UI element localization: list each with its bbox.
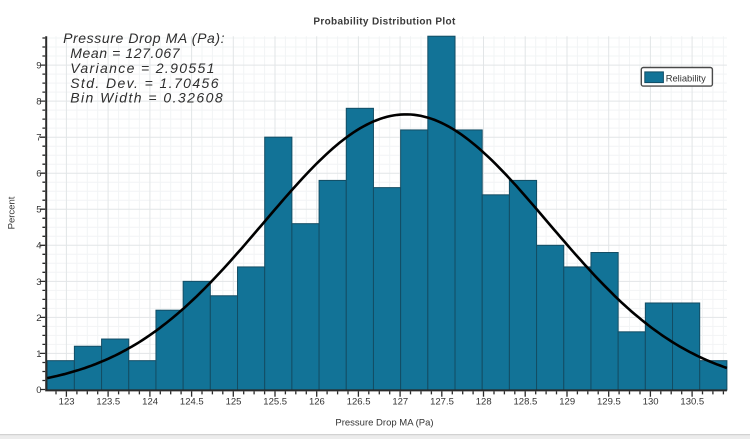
svg-text:9: 9 (36, 61, 41, 72)
svg-text:123: 123 (59, 396, 75, 407)
svg-text:Probability Distribution Plot: Probability Distribution Plot (313, 17, 456, 28)
svg-text:Pressure Drop MA (Pa):: Pressure Drop MA (Pa): (63, 30, 225, 46)
svg-text:1: 1 (36, 349, 41, 360)
svg-text:Variance = 2.90551: Variance = 2.90551 (70, 60, 216, 76)
svg-text:130: 130 (643, 396, 659, 407)
svg-text:127.5: 127.5 (430, 396, 454, 407)
svg-text:Percent: Percent (7, 196, 18, 229)
svg-text:Bin Width = 0.32608: Bin Width = 0.32608 (70, 90, 224, 106)
svg-text:124: 124 (142, 396, 158, 407)
svg-text:3: 3 (36, 277, 41, 288)
svg-text:2: 2 (36, 313, 41, 324)
svg-text:Std. Dev. = 1.70456: Std. Dev. = 1.70456 (70, 75, 220, 91)
svg-text:124.5: 124.5 (180, 396, 204, 407)
svg-text:128: 128 (476, 396, 492, 407)
svg-text:130.5: 130.5 (680, 396, 704, 407)
svg-text:5: 5 (36, 205, 41, 216)
svg-text:4: 4 (36, 241, 41, 252)
svg-text:129.5: 129.5 (597, 396, 621, 407)
svg-text:7: 7 (36, 133, 41, 144)
svg-text:125: 125 (226, 396, 242, 407)
svg-text:125.5: 125.5 (263, 396, 287, 407)
svg-text:Reliability: Reliability (666, 73, 706, 84)
svg-text:8: 8 (36, 97, 41, 108)
svg-text:126.5: 126.5 (347, 396, 371, 407)
svg-text:128.5: 128.5 (514, 396, 538, 407)
svg-text:127: 127 (392, 396, 408, 407)
svg-text:Pressure Drop MA (Pa): Pressure Drop MA (Pa) (335, 417, 433, 428)
svg-text:6: 6 (36, 169, 41, 180)
svg-text:129: 129 (559, 396, 575, 407)
svg-text:123.5: 123.5 (96, 396, 120, 407)
svg-text:126: 126 (309, 396, 325, 407)
svg-text:Mean = 127.067: Mean = 127.067 (70, 45, 181, 61)
svg-text:0: 0 (36, 385, 41, 396)
